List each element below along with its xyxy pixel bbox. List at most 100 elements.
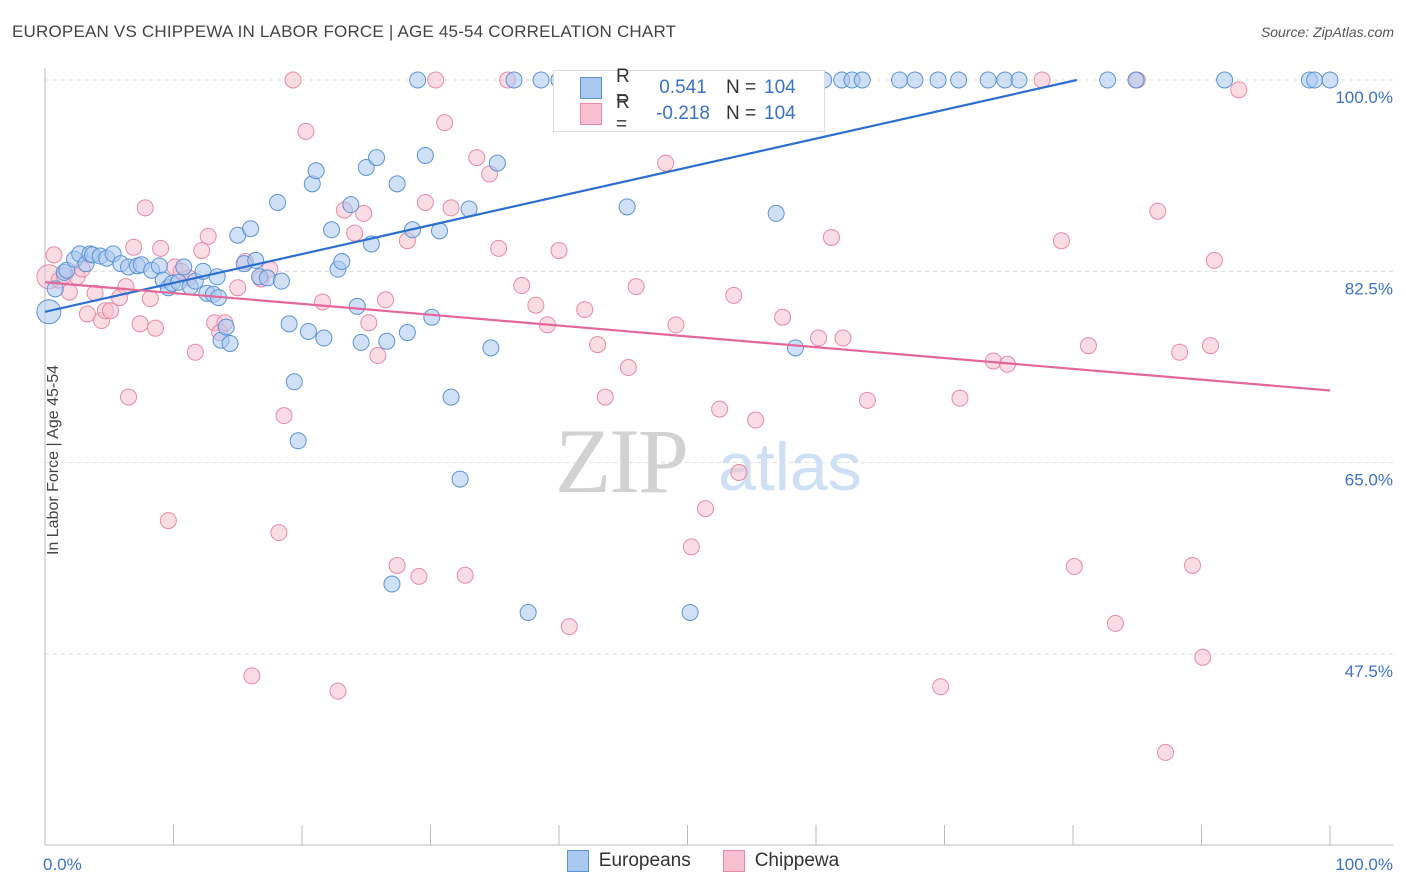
x-tick-label-min: 0.0% bbox=[43, 855, 82, 874]
legend-r-value-chippewa: -0.218 bbox=[656, 103, 710, 124]
europeans-point bbox=[352, 333, 370, 351]
chippewa-point bbox=[360, 314, 378, 332]
europeans-point bbox=[46, 280, 64, 298]
legend-n-label: N = bbox=[726, 103, 757, 124]
chippewa-point bbox=[243, 667, 261, 685]
europeans-point bbox=[383, 575, 401, 593]
chippewa-point bbox=[513, 277, 531, 295]
chippewa-point bbox=[270, 524, 288, 542]
europeans-point bbox=[1010, 71, 1028, 89]
chippewa-point bbox=[388, 556, 406, 574]
watermark-zip: ZIP bbox=[555, 410, 687, 512]
europeans-point bbox=[289, 432, 307, 450]
axes bbox=[44, 68, 1393, 846]
chippewa-point bbox=[159, 512, 177, 530]
chippewa-point bbox=[355, 204, 373, 222]
chippewa-point bbox=[147, 319, 165, 337]
europeans-point bbox=[618, 198, 636, 216]
europeans-point bbox=[906, 71, 924, 89]
chippewa-point bbox=[822, 228, 840, 246]
chippewa-point bbox=[1205, 251, 1223, 269]
legend-n-label: N = bbox=[726, 77, 757, 98]
chippewa-point bbox=[1201, 337, 1219, 355]
chippewa-point bbox=[131, 315, 149, 333]
chippewa-point bbox=[560, 618, 578, 636]
europeans-point bbox=[532, 71, 550, 89]
europeans-point bbox=[307, 162, 325, 180]
y-tick-label: 100.0% bbox=[1335, 88, 1393, 107]
legend-row-europeans: R = 0.541 N = 104 bbox=[554, 66, 796, 109]
chippewa-point bbox=[696, 500, 714, 518]
chippewa-point bbox=[78, 305, 96, 323]
chippewa-point bbox=[1149, 202, 1167, 220]
chippewa-point bbox=[60, 283, 78, 301]
legend-r-value-europeans: 0.541 bbox=[659, 77, 707, 98]
europeans-point bbox=[929, 71, 947, 89]
chippewa-point bbox=[193, 242, 211, 260]
chippewa-point bbox=[136, 199, 154, 217]
chippewa-point bbox=[682, 538, 700, 556]
europeans-point bbox=[368, 149, 386, 167]
chippewa-point bbox=[442, 199, 460, 217]
europeans-point bbox=[519, 603, 537, 621]
europeans-point bbox=[150, 257, 168, 275]
europeans-point bbox=[853, 71, 871, 89]
chippewa-point bbox=[1106, 614, 1124, 632]
europeans-trend-line bbox=[44, 78, 1078, 313]
chippewa-point bbox=[275, 407, 293, 425]
y-tick-label: 65.0% bbox=[1345, 471, 1393, 490]
europeans-point bbox=[979, 71, 997, 89]
chippewa-point bbox=[774, 308, 792, 326]
chippewa-point bbox=[120, 388, 138, 406]
europeans-point bbox=[482, 339, 500, 357]
europeans-point bbox=[681, 603, 699, 621]
europeans-point bbox=[272, 272, 290, 290]
chippewa-point bbox=[297, 122, 315, 140]
chippewa-point bbox=[1184, 556, 1202, 574]
chippewa-point bbox=[102, 302, 120, 320]
europeans-point bbox=[323, 221, 341, 239]
chippewa-point bbox=[284, 71, 302, 89]
chippewa-point bbox=[657, 154, 675, 172]
europeans-point bbox=[1099, 71, 1117, 89]
europeans-point bbox=[996, 71, 1014, 89]
chippewa-point bbox=[1079, 337, 1097, 355]
chippewa-point bbox=[834, 329, 852, 347]
europeans-point bbox=[1216, 71, 1234, 89]
europeans-point bbox=[269, 193, 287, 211]
legend-swatch-chippewa bbox=[722, 850, 745, 872]
europeans-point bbox=[950, 71, 968, 89]
chippewa-trend-line bbox=[44, 281, 1331, 392]
chippewa-point bbox=[589, 336, 607, 354]
chippewa-point bbox=[627, 278, 645, 296]
legend-r-label: R = bbox=[616, 66, 630, 109]
legend-swatch-europeans bbox=[566, 850, 589, 872]
tick-labels: 47.5% 65.0% 82.5% 100.0% 0.0% 100.0% bbox=[43, 88, 1393, 874]
chippewa-point bbox=[490, 239, 508, 257]
europeans-point bbox=[285, 373, 303, 391]
chippewa-point bbox=[667, 316, 685, 334]
chippewa-point bbox=[436, 114, 454, 132]
legend-label-chippewa: Chippewa bbox=[754, 850, 840, 871]
europeans-point bbox=[488, 154, 506, 172]
chippewa-point bbox=[596, 388, 614, 406]
legend-item-chippewa[interactable]: Chippewa bbox=[722, 850, 840, 872]
europeans-point bbox=[342, 196, 360, 214]
chippewa-point bbox=[1171, 343, 1189, 361]
europeans-point bbox=[891, 71, 909, 89]
chippewa-point bbox=[1194, 648, 1212, 666]
legend-item-europeans[interactable]: Europeans bbox=[566, 850, 691, 872]
chippewa-point bbox=[186, 343, 204, 361]
europeans-point bbox=[221, 334, 239, 352]
chippewa-point bbox=[456, 566, 474, 584]
europeans-point bbox=[378, 332, 396, 350]
europeans-point bbox=[1321, 71, 1339, 89]
chippewa-point bbox=[152, 239, 170, 257]
chart-title: EUROPEAN VS CHIPPEWA IN LABOR FORCE | AG… bbox=[12, 22, 677, 41]
chippewa-point bbox=[141, 290, 159, 308]
europeans-point bbox=[398, 324, 416, 342]
legend-row-chippewa: R = -0.218 N = 104 bbox=[554, 92, 796, 135]
chippewa-point bbox=[377, 291, 395, 309]
europeans-point bbox=[315, 329, 333, 347]
chippewa-point bbox=[346, 224, 364, 242]
